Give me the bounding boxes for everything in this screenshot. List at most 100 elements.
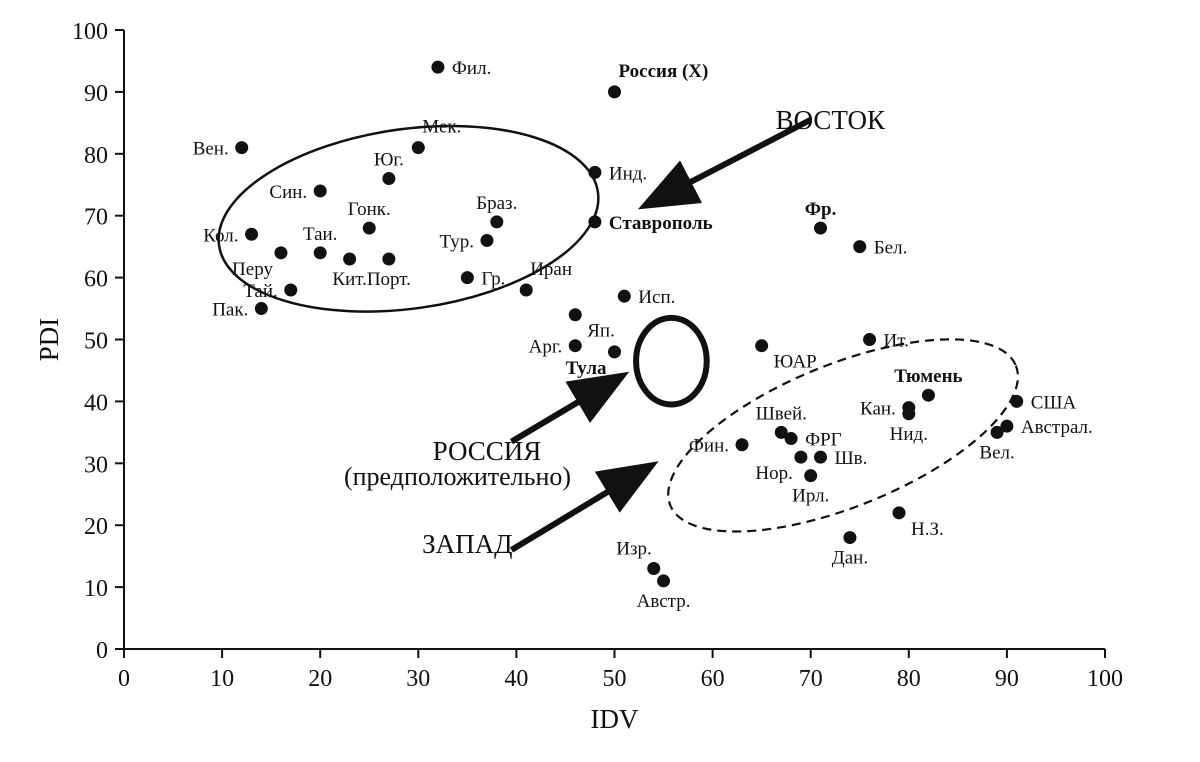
point-label-яп: Яп. [587,321,615,342]
annotation-россия: РОССИЯ [433,436,542,466]
point-label-россия-x: Россия (X) [619,61,709,82]
point-label-кол: Кол. [203,225,238,246]
point-браз [490,215,504,229]
point-иран [519,283,533,297]
data-points: Фил. Россия (X) Вен. Мек. Юг. Инд. Син. Браз. Ст… [193,58,1093,612]
region-east-ellipse [217,124,600,313]
x-tick-label: 100 [1087,666,1123,692]
point-австрал [1000,419,1014,433]
point-н-з [892,506,906,520]
arrow-layer [509,117,813,553]
point-label-дан: Дан. [832,548,868,569]
point-label-шв: Шв. [835,448,868,469]
point-label-изр: Изр. [616,539,651,560]
point-россия-x [608,85,621,99]
point-label-бел: Бел. [874,238,908,259]
point-изр [647,562,661,576]
point-дан [843,531,857,545]
point-label-кан: Кан. [860,399,896,420]
y-tick-label: 30 [84,452,108,478]
x-tick-label: 90 [995,666,1019,692]
point-label-браз: Браз. [476,193,517,214]
point-label-тай: Тай. [243,281,277,302]
y-ticks: 0 10 20 30 40 50 60 70 80 90 100 [72,19,124,664]
point-label-австрал: Австрал. [1021,417,1093,438]
x-ticks: 0 10 20 30 40 50 60 70 80 90 100 [118,649,1123,692]
point-инд [588,165,602,179]
arrow-2 [509,371,630,445]
x-tick-label: 10 [210,666,234,692]
point-шв [814,450,828,464]
point-label-тюмень: Тюмень [894,366,962,387]
point-label-таи: Таи. [303,224,337,245]
point-label-нид: Нид. [890,424,928,445]
point-таи [313,246,327,260]
y-tick-label: 20 [84,514,108,540]
y-tick-label: 60 [84,267,108,293]
point-label-юар: ЮАР [774,352,817,373]
point-вел [990,425,1004,439]
point-label-вел: Вел. [979,442,1014,463]
point-бел [853,240,867,254]
point-label-фил: Фил. [452,58,491,79]
point-вен [235,141,249,155]
point-юар [755,339,769,353]
point-порт [382,252,396,266]
point-label-н-з: Н.З. [911,519,944,540]
point-тюмень [921,388,935,402]
arrow-3 [509,461,659,553]
point-label-инд: Инд. [609,163,647,184]
annotation-предположительно: (предположительно) [344,462,571,491]
region-layer [217,124,1020,533]
point-label-кит: Кит. [332,269,366,290]
point-label-фр: Фр. [805,199,837,220]
region-russia-ellipse [633,314,710,408]
point-фин [735,438,749,452]
point-label-тур: Тур. [440,231,474,252]
point-label-иран: Иран [530,259,572,280]
point-кит [343,252,357,266]
point-фрг [784,432,798,446]
point-label-син: Син. [269,182,307,203]
point-label-порт: Порт. [367,269,411,290]
point-мек [411,141,425,155]
point-яп [568,308,582,322]
point-пак [254,302,268,316]
point-label-фрг: ФРГ [805,430,842,451]
point-ит [863,333,877,346]
point-фр [814,221,828,235]
point-нид [902,407,916,421]
y-tick-label: 90 [84,81,108,107]
point-label-исп: Исп. [638,287,675,308]
x-tick-label: 40 [504,666,528,692]
x-tick-label: 50 [603,666,627,692]
point-label-сша: США [1031,392,1077,413]
point-label-пак: Пак. [212,300,248,321]
point-кол [245,227,259,241]
point-label-гр: Гр. [481,269,505,290]
point-тула [608,345,621,359]
point-label-вен: Вен. [193,139,229,160]
point-перу [274,246,288,260]
x-tick-label: 70 [799,666,823,692]
point-label-швей: Швей. [756,403,807,424]
x-tick-label: 20 [308,666,332,692]
arrow-1 [637,117,813,210]
point-нор [794,450,808,464]
point-label-фин: Фин. [689,436,729,457]
x-axis-title: IDV [591,704,639,734]
x-tick-label: 60 [701,666,725,692]
x-tick-label: 80 [897,666,921,692]
axes: 0 10 20 30 40 50 60 70 80 90 100 0 10 20 30 40 50 60 70 80… [34,19,1123,734]
point-юг [382,172,396,186]
y-tick-label: 40 [84,390,108,416]
point-label-ит: Ит. [884,331,909,352]
point-арг [568,339,582,353]
point-label-австр: Австр. [637,591,691,612]
point-label-гонк: Гонк. [348,199,391,220]
point-фил [431,60,445,74]
point-сша [1010,394,1024,408]
x-tick-label: 30 [406,666,430,692]
x-tick-label: 0 [118,666,130,692]
point-тур [480,233,494,247]
